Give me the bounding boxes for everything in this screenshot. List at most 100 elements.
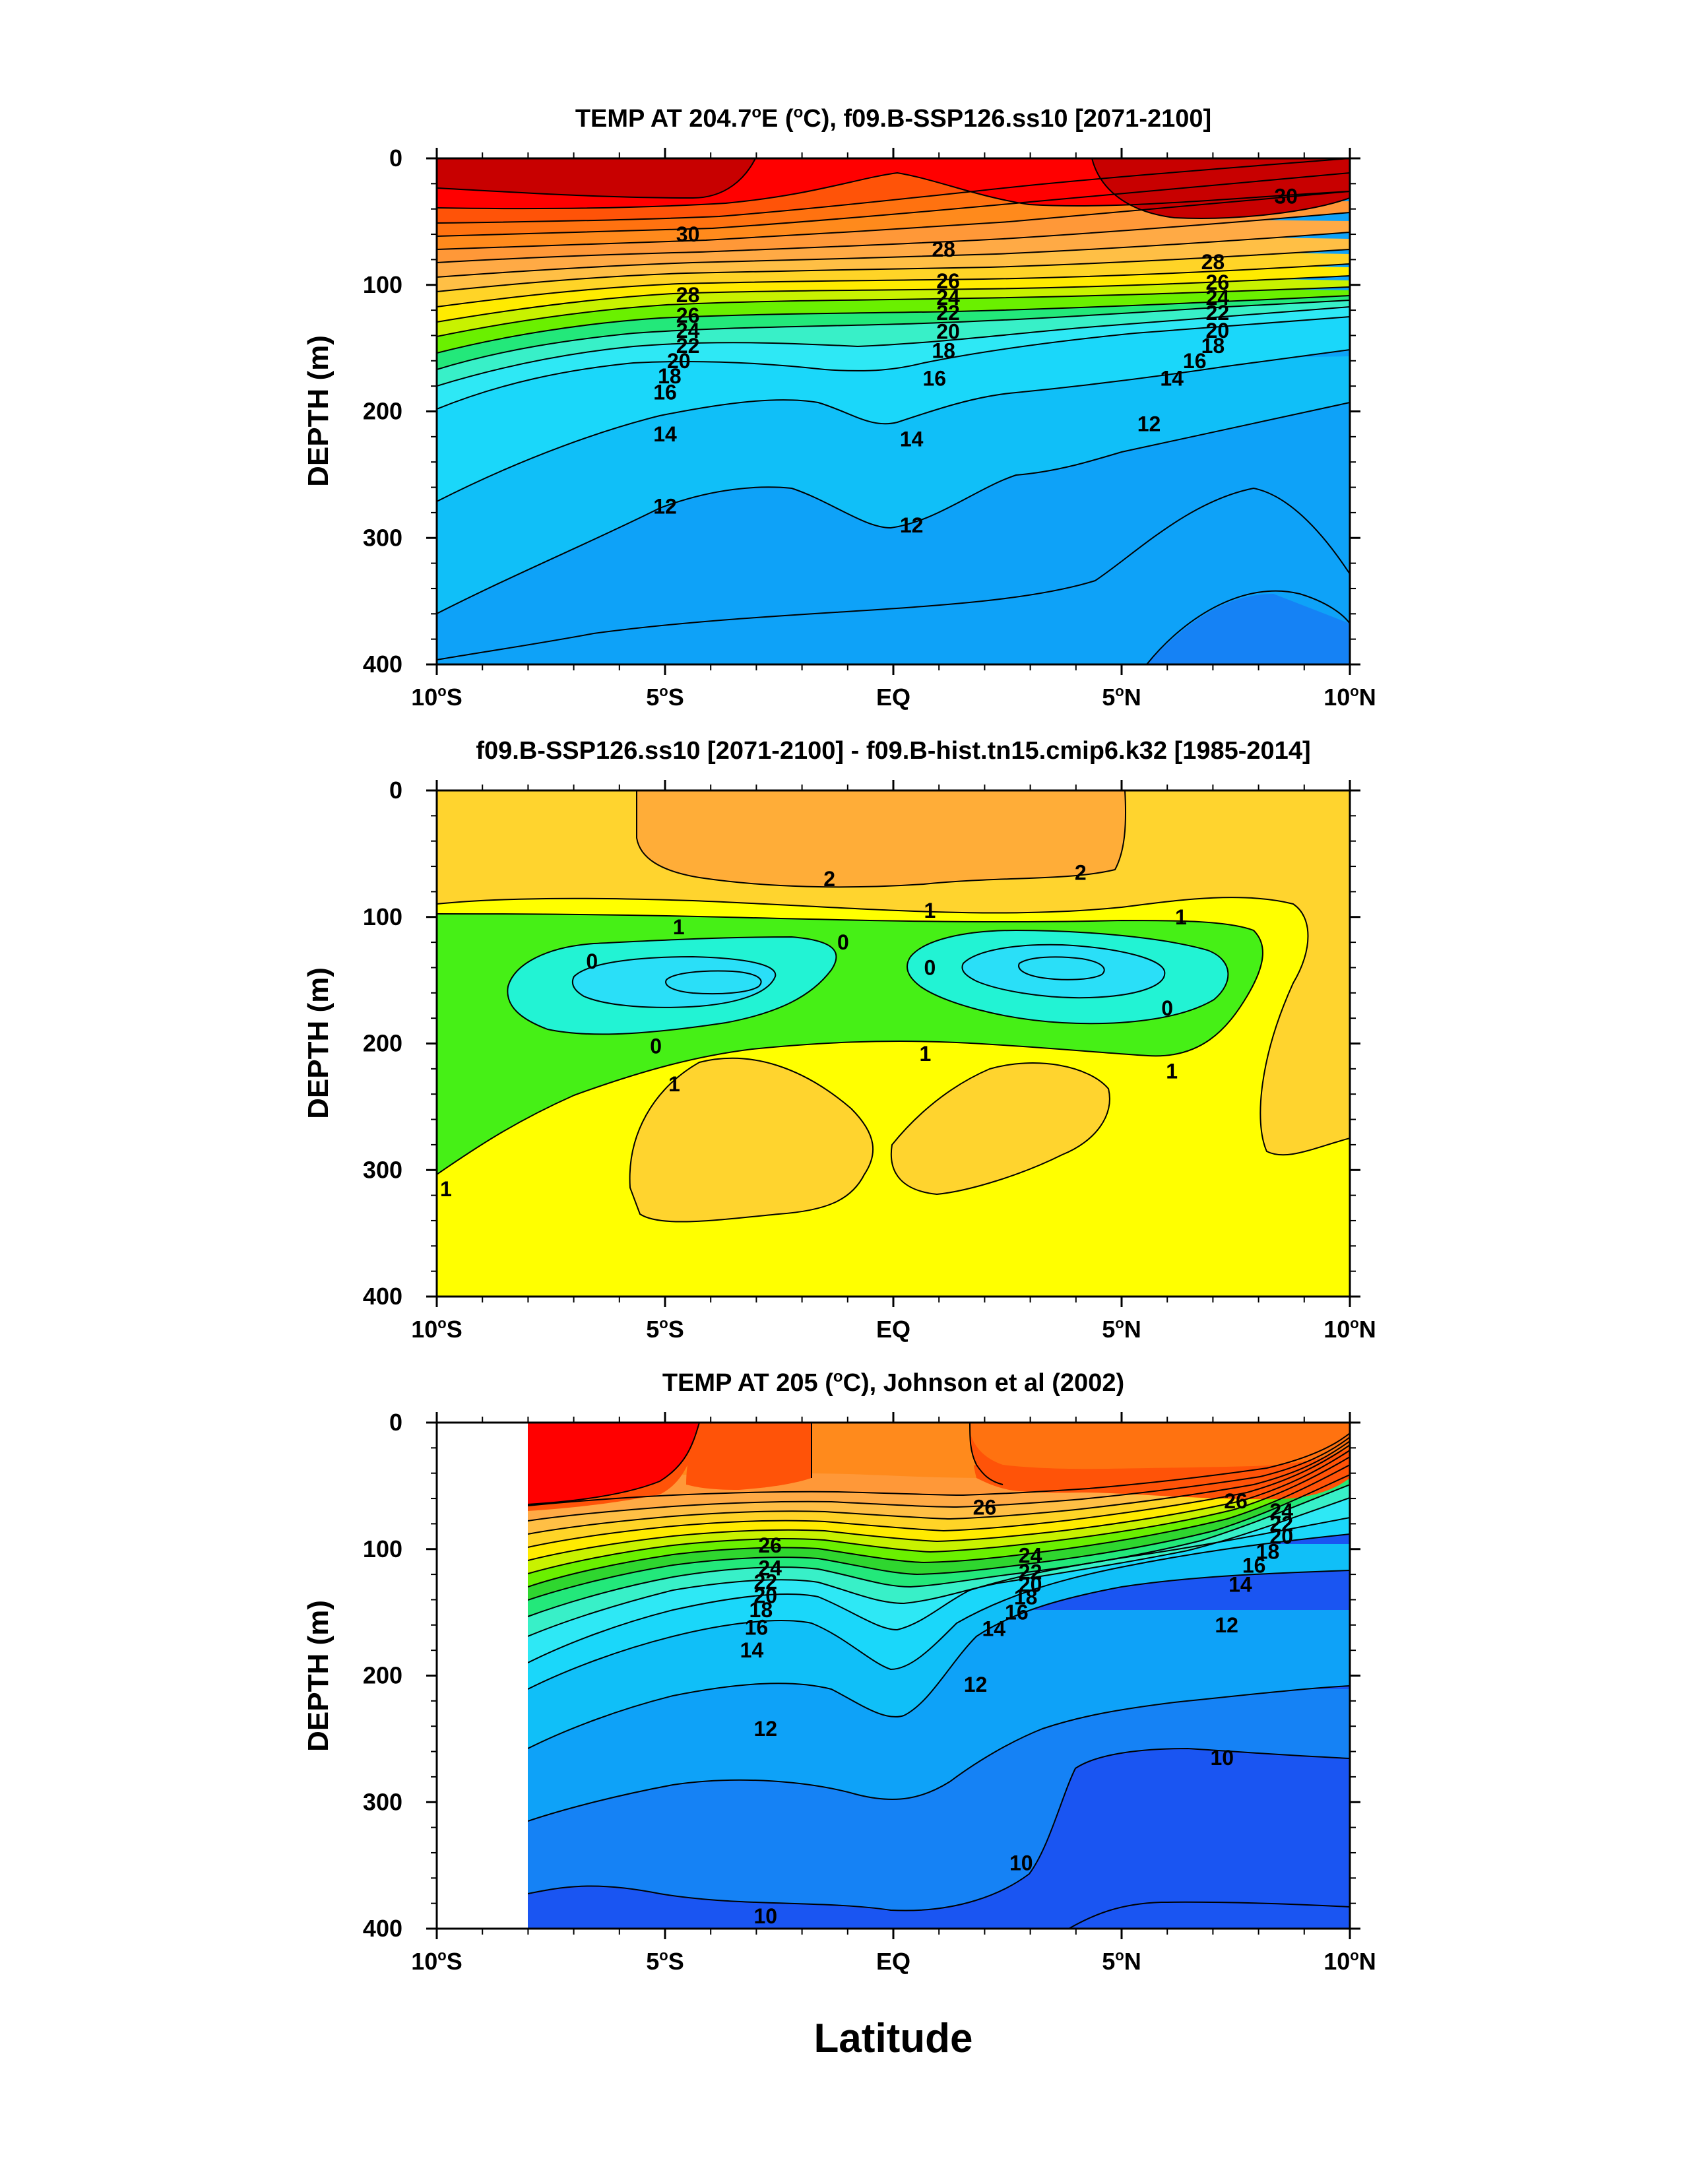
contour-label: 20 [1269,1525,1293,1549]
contour-label: 20 [936,320,960,344]
contour-label: 16 [1005,1601,1029,1624]
panel-2-contour-field [437,790,1350,1297]
contour-label: 14 [740,1638,764,1662]
contour-label: 22 [676,334,700,358]
y-tick-label: 100 [363,903,402,930]
contour-label: 0 [586,949,598,973]
contour-label: 0 [1161,996,1173,1020]
panel-1-title: TEMP AT 204.7oE (oC), f09.B-SSP126.ss10 … [575,104,1211,133]
contour-label: 10 [1210,1746,1234,1770]
contour-label: 14 [982,1617,1005,1641]
y-tick-label: 400 [363,1915,402,1942]
contour-label: 0 [650,1034,662,1058]
contour-label: 1 [1166,1060,1178,1083]
x-tick-label: 10oS [411,1315,462,1343]
contour-label: 24 [758,1557,782,1580]
contour-label: 22 [1206,301,1230,325]
x-tick-label: EQ [876,684,910,711]
x-tick-label: 5oS [646,1947,684,1975]
panel-3-title: TEMP AT 205 (oC), Johnson et al (2002) [662,1368,1124,1397]
contour-label: 12 [653,494,677,518]
contour-label: 14 [1228,1572,1252,1596]
panel-3-contour-field [528,1423,1350,1929]
contour-label: 20 [667,349,691,373]
contour-label: 30 [1274,185,1298,209]
contour-label: 24 [1019,1543,1042,1567]
contour-label: 14 [653,422,677,446]
x-tick-label: 10oN [1323,1947,1376,1975]
contour-label: 20 [1019,1572,1042,1596]
contour-label: 16 [922,367,946,391]
contour-label: 18 [1256,1540,1280,1564]
x-tick-label: 5oS [646,1315,684,1343]
panel-3-observed-temperature: TEMP AT 205 (oC), Johnson et al (2002) [302,1368,1376,2061]
contour-label: 18 [1201,334,1225,358]
contour-label: 16 [1242,1554,1266,1578]
x-tick-label: EQ [876,1948,910,1975]
contour-label: 16 [653,381,677,404]
x-axis-label: Latitude [813,2016,972,2061]
contour-label: 24 [1206,286,1230,309]
x-tick-label: 5oN [1102,1947,1141,1975]
panel-1-y-axis-label: DEPTH (m) [302,335,335,487]
contour-label: 18 [749,1598,773,1622]
y-tick-label: 0 [389,1409,402,1436]
y-tick-label: 300 [363,524,402,551]
contour-label: 2 [1075,861,1087,885]
contour-label: 18 [1014,1586,1038,1609]
y-tick-label: 400 [363,1283,402,1310]
panel-3-axes: 10oS 5oS EQ 5oN 10oN 0 100 200 300 400 [363,1409,1376,1975]
contour-label: 26 [1206,271,1230,294]
y-tick-label: 0 [389,145,402,172]
panel-2-y-axis-label: DEPTH (m) [302,967,335,1119]
contour-label: 16 [1183,349,1207,373]
y-tick-label: 300 [363,1156,402,1183]
panel-1-contour-field [437,158,1350,664]
contour-label: 26 [973,1495,997,1519]
contour-label: 28 [932,238,955,261]
contour-label: 12 [1215,1613,1238,1637]
contour-label: 12 [900,513,924,537]
contour-label: 10 [753,1904,777,1928]
x-tick-label: 10oS [411,683,462,711]
contour-label: 26 [676,304,700,327]
contour-label: 18 [658,364,682,388]
x-tick-label: 5oN [1102,1315,1141,1343]
y-tick-label: 200 [363,398,402,425]
x-tick-label: EQ [876,1316,910,1343]
contour-label: 1 [668,1072,680,1096]
y-tick-label: 100 [363,271,402,298]
contour-label: 12 [753,1717,777,1741]
contour-label: 14 [1160,367,1184,391]
y-tick-label: 0 [389,777,402,804]
panel-2-title: f09.B-SSP126.ss10 [2071-2100] - f09.B-hi… [476,737,1310,765]
x-tick-label: 5oN [1102,683,1141,711]
contour-label: 24 [936,286,960,309]
contour-label: 2 [823,867,835,891]
contour-label: 28 [676,283,700,307]
panel-2-difference: f09.B-SSP126.ss10 [2071-2100] - f09.B-hi… [302,737,1376,1343]
contour-label: 0 [924,955,936,979]
contour-label: 12 [964,1673,988,1696]
contour-label: 18 [932,338,955,362]
x-tick-label: 10oS [411,1947,462,1975]
contour-label: 26 [758,1533,782,1557]
contour-label: 30 [676,222,700,246]
contour-label: 22 [936,301,960,325]
x-tick-label: 10oN [1323,1315,1376,1343]
panel-1-model-temperature: TEMP AT 204.7oE (oC), f09.B-SSP126.ss10 … [302,104,1376,711]
contour-label: 1 [920,1042,932,1066]
x-tick-label: 10oN [1323,683,1376,711]
y-tick-label: 100 [363,1535,402,1562]
contour-label: 1 [1175,905,1187,929]
contour-label: 26 [1224,1489,1248,1513]
contour-label: 22 [1269,1512,1293,1535]
contour-label: 0 [837,930,849,954]
contour-label: 22 [753,1570,777,1594]
contour-label: 14 [900,428,924,451]
contour-label: 1 [673,915,685,939]
contour-label: 20 [753,1584,777,1608]
